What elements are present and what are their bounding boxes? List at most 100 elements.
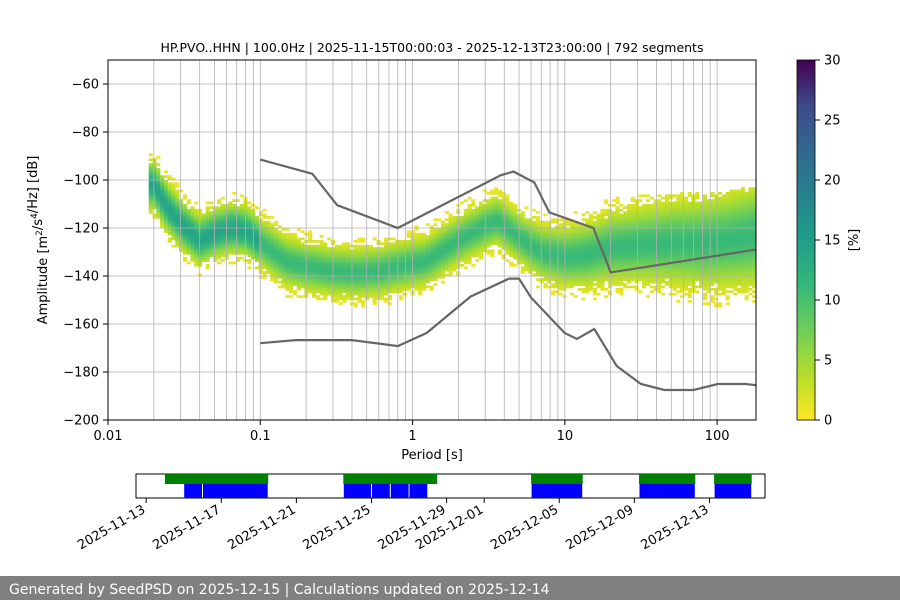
- psd-cell: [368, 283, 373, 286]
- psd-cell: [315, 247, 320, 250]
- psd-cell: [247, 228, 252, 231]
- psd-cell: [645, 223, 651, 226]
- psd-cell: [547, 247, 552, 250]
- psd-cell: [687, 228, 692, 231]
- psd-cell: [668, 280, 673, 284]
- psd-cell: [213, 220, 218, 224]
- psd-cell: [494, 218, 499, 222]
- psd-cell: [258, 230, 263, 234]
- psd-cell: [710, 256, 715, 260]
- psd-cell: [478, 235, 484, 238]
- psd-cell: [429, 273, 434, 277]
- psd-cell: [452, 256, 457, 260]
- psd-cell: [596, 261, 601, 265]
- psd-cell: [513, 232, 518, 236]
- psd-cell: [596, 273, 601, 277]
- psd-cell: [638, 244, 643, 248]
- psd-cell: [478, 254, 484, 258]
- psd-cell: [509, 211, 514, 214]
- psd-cell: [714, 249, 719, 253]
- psd-cell: [611, 268, 616, 272]
- psd-cell: [645, 211, 651, 214]
- psd-cell: [634, 244, 639, 248]
- psd-cell: [433, 261, 438, 265]
- psd-cell: [334, 252, 339, 255]
- psd-cell: [611, 232, 616, 236]
- psd-cell: [220, 196, 225, 200]
- psd-cell: [706, 278, 711, 282]
- psd-cell: [702, 213, 707, 217]
- psd-cell: [403, 242, 408, 246]
- psd-cell: [323, 276, 328, 279]
- psd-cell: [600, 285, 605, 289]
- psd-cell: [657, 242, 662, 246]
- psd-cell: [406, 261, 411, 265]
- psd-cell: [182, 204, 187, 207]
- psd-cell: [581, 237, 586, 241]
- psd-cell: [452, 218, 457, 222]
- psd-cell: [270, 266, 275, 270]
- psd-cell: [539, 242, 544, 246]
- psd-cell: [649, 268, 654, 272]
- psd-cell: [668, 266, 673, 270]
- psd-cell: [752, 225, 757, 229]
- psd-cell: [403, 244, 408, 248]
- psd-cell: [315, 283, 320, 286]
- psd-cell: [167, 211, 172, 214]
- psd-cell: [425, 264, 430, 267]
- psd-cell: [664, 223, 669, 226]
- psd-cell: [179, 208, 184, 212]
- x-tick-label: 10: [557, 429, 574, 444]
- psd-cell: [429, 228, 434, 231]
- psd-cell: [160, 206, 165, 210]
- psd-cell: [156, 196, 161, 200]
- psd-cell: [205, 201, 210, 205]
- psd-cell: [346, 297, 351, 301]
- psd-cell: [437, 218, 442, 222]
- psd-cell: [437, 271, 442, 274]
- psd-cell: [699, 232, 704, 236]
- psd-cell: [266, 259, 271, 262]
- psd-cell: [680, 213, 685, 217]
- psd-cell: [634, 228, 639, 231]
- psd-cell: [524, 264, 529, 267]
- psd-cell: [273, 264, 279, 267]
- psd-cell: [672, 208, 677, 212]
- psd-cell: [357, 254, 362, 258]
- psd-cell: [524, 228, 529, 231]
- psd-cell: [475, 247, 480, 250]
- psd-cell: [687, 247, 692, 250]
- psd-cell: [228, 235, 233, 238]
- psd-cell: [228, 223, 233, 226]
- psd-cell: [718, 218, 723, 222]
- psd-cell: [353, 256, 358, 260]
- psd-cell: [744, 288, 749, 291]
- psd-cell: [163, 184, 168, 188]
- psd-cell: [630, 276, 635, 279]
- psd-cell: [634, 242, 639, 246]
- psd-cell: [543, 232, 548, 236]
- psd-cell: [433, 271, 438, 274]
- psd-cell: [737, 240, 742, 243]
- psd-cell: [585, 259, 590, 262]
- psd-cell: [296, 247, 301, 250]
- psd-cell: [289, 280, 294, 284]
- psd-cell: [152, 172, 157, 176]
- psd-cell: [273, 273, 279, 277]
- psd-cell: [695, 196, 700, 200]
- psd-cell: [323, 290, 328, 294]
- psd-cell: [710, 264, 715, 267]
- psd-cell: [353, 244, 358, 248]
- psd-cell: [444, 211, 449, 214]
- psd-cell: [577, 252, 582, 255]
- psd-cell: [418, 268, 423, 272]
- psd-cell: [729, 204, 734, 207]
- psd-cell: [163, 194, 168, 198]
- psd-cell: [551, 259, 556, 262]
- psd-cell: [721, 249, 726, 253]
- psd-cell: [258, 276, 263, 279]
- psd-cell: [570, 235, 575, 238]
- psd-cell: [642, 264, 647, 267]
- psd-cell: [482, 223, 487, 226]
- psd-cell: [361, 276, 366, 279]
